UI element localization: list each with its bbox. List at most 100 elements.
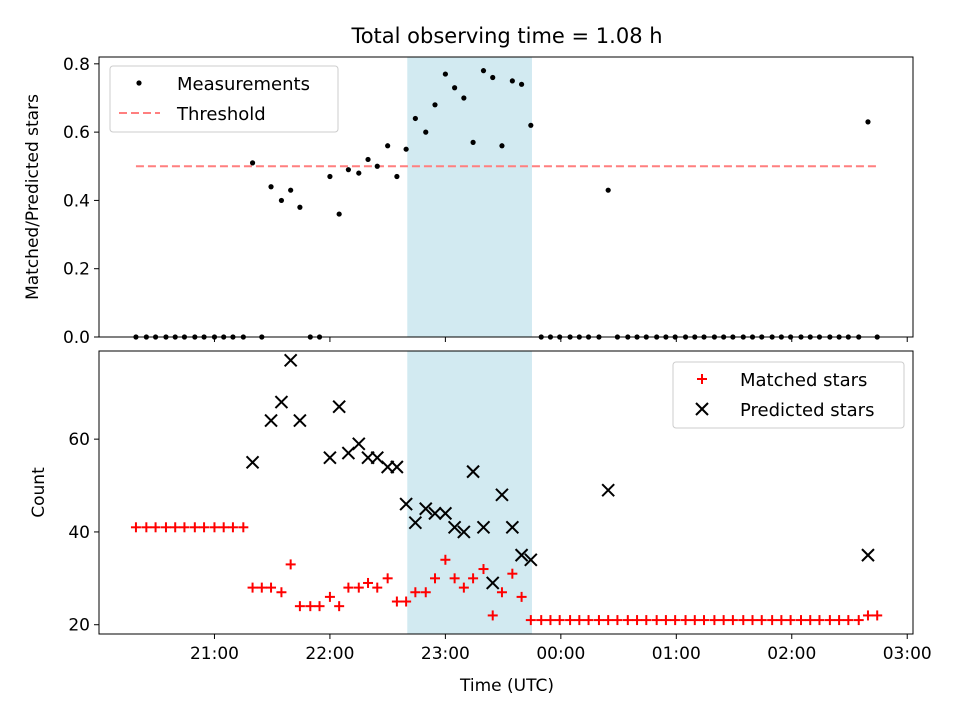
- measurements-point: [605, 187, 611, 193]
- predicted-stars-point-b: [438, 506, 453, 521]
- predicted-stars-point: [505, 520, 520, 535]
- matched-stars-point: [814, 615, 825, 626]
- measurements-point: [345, 167, 351, 173]
- bottom-x-axis-ticks: 21:00 22:00 23:00 00:00 01:00 02:00 03:00: [190, 634, 932, 664]
- matched-stars-point: [853, 615, 864, 626]
- top-shade-band: [407, 57, 532, 337]
- predicted-stars-point: [495, 488, 509, 502]
- predicted-stars-point: [447, 520, 462, 535]
- matched-stars-point: [699, 615, 710, 626]
- matched-stars-point: [660, 615, 671, 626]
- predicted-stars-point: [457, 525, 471, 539]
- predicted-stars-point-b: [399, 497, 413, 511]
- matched-stars-point: [622, 615, 633, 626]
- matched-stars-point: [536, 615, 547, 626]
- matched-stars-point: [160, 522, 171, 533]
- bottom-observing-window-shade: [407, 351, 532, 634]
- matched-stars-point: [516, 591, 527, 602]
- legend-predicted-label: Predicted stars: [740, 400, 874, 421]
- measurements-point: [461, 95, 467, 101]
- predicted-stars-point-b: [476, 520, 491, 535]
- matched-stars-point: [824, 615, 835, 626]
- matched-stars-point: [651, 615, 662, 626]
- matched-stars-point: [593, 615, 604, 626]
- measurements-point: [499, 143, 505, 149]
- matched-stars-point: [487, 610, 498, 621]
- matched-stars-point: [805, 615, 816, 626]
- predicted-stars-point-b: [495, 488, 509, 502]
- measurements-point: [528, 122, 534, 128]
- matched-stars-point: [641, 615, 652, 626]
- figure-title: Total observing time = 1.08 h: [350, 24, 662, 48]
- bot-xtick-label: 03:00: [883, 644, 932, 664]
- matched-stars-point: [150, 522, 161, 533]
- measurements-point: [509, 78, 515, 84]
- legend-threshold-label: Threshold: [176, 104, 266, 125]
- measurements-point: [432, 102, 438, 108]
- top-ytick-label: 0.4: [63, 191, 90, 211]
- predicted-stars-point: [323, 450, 337, 465]
- bottom-count-points: [130, 353, 883, 626]
- matched-stars-point: [574, 615, 585, 626]
- matched-stars-point: [401, 596, 412, 607]
- matched-stars-point: [256, 582, 267, 593]
- measurements-point: [268, 184, 274, 190]
- matched-stars-point: [170, 522, 181, 533]
- matched-stars-point: [862, 610, 873, 621]
- matched-stars-point: [478, 564, 489, 575]
- predicted-stars-point-b: [601, 483, 615, 497]
- measurements-point: [336, 211, 342, 217]
- measurements-point: [470, 139, 476, 145]
- predicted-stars-point: [283, 353, 298, 367]
- predicted-stars-point: [293, 413, 307, 428]
- matched-stars-point: [266, 582, 277, 593]
- predicted-stars-point: [245, 455, 260, 470]
- predicted-stars-point: [861, 548, 875, 562]
- matched-stars-point: [718, 615, 729, 626]
- matched-stars-point: [747, 615, 758, 626]
- predicted-stars-point-b: [457, 525, 471, 539]
- matched-stars-point: [689, 615, 700, 626]
- bot-xtick-label: 22:00: [305, 644, 354, 664]
- measurements-point: [385, 143, 391, 149]
- bottom-legend-box: [672, 361, 905, 429]
- measurements-point: [356, 170, 362, 176]
- matched-stars-point: [372, 582, 383, 593]
- bot-ytick-label: 40: [68, 523, 90, 543]
- predicted-stars-point-b: [428, 506, 442, 521]
- top-legend: Measurements Threshold: [109, 65, 339, 133]
- predicted-stars-point-b: [466, 464, 480, 479]
- legend-matched-label: Matched stars: [740, 370, 867, 391]
- predicted-stars-point-b: [293, 413, 307, 428]
- predicted-stars-point: [352, 437, 366, 451]
- predicted-stars-point: [524, 553, 538, 567]
- matched-stars-point: [458, 582, 469, 593]
- matched-stars-point: [294, 601, 305, 612]
- matched-stars-point: [189, 522, 200, 533]
- top-observing-window-shade: [407, 57, 532, 337]
- matched-stars-point: [554, 615, 565, 626]
- predicted-stars-point-b: [524, 553, 538, 567]
- predicted-stars-point: [264, 413, 278, 428]
- matched-stars-point: [632, 615, 643, 626]
- predicted-stars-point: [332, 399, 346, 414]
- measurements-point: [374, 163, 380, 169]
- predicted-stars-point: [428, 506, 442, 521]
- measurements-point: [490, 74, 496, 81]
- predicted-stars-point-b: [332, 399, 346, 414]
- predicted-stars-point-b: [283, 353, 298, 367]
- matched-stars-point: [334, 601, 345, 612]
- bot-ytick-label: 60: [68, 430, 90, 450]
- legend-predicted-marker: [695, 402, 709, 416]
- predicted-stars-point-b: [408, 515, 423, 530]
- measurements-point: [518, 81, 525, 87]
- matched-stars-point: [507, 568, 518, 579]
- bottom-x-axis-label: Time (UTC): [459, 676, 554, 696]
- matched-stars-point: [247, 582, 258, 593]
- matched-stars-point: [583, 615, 594, 626]
- predicted-stars-point: [408, 515, 423, 530]
- predicted-stars-point: [476, 520, 491, 535]
- predicted-stars-point: [399, 497, 413, 511]
- measurements-point: [278, 197, 285, 204]
